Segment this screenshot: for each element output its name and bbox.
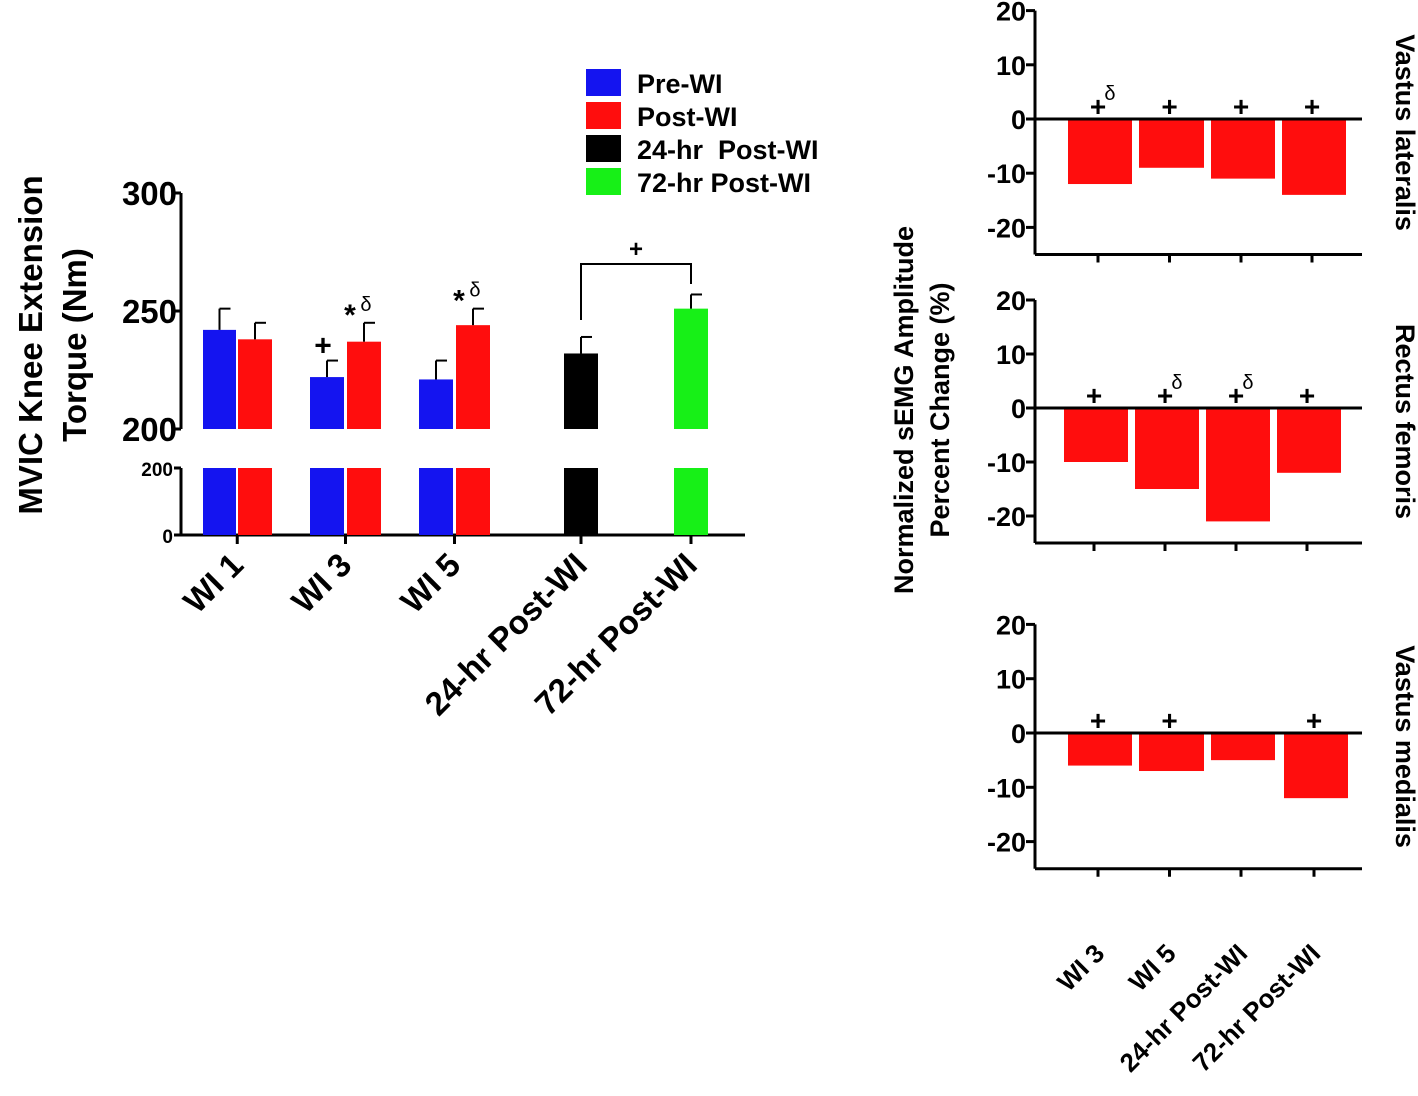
- semg-x-tick-label: WI 5: [1123, 938, 1182, 997]
- semg-bar: [1139, 733, 1204, 772]
- bar-lower: [347, 468, 381, 535]
- y-tick-label: 20: [996, 610, 1026, 640]
- significance-plus: +: [1161, 91, 1177, 122]
- bar-lower: [310, 468, 344, 535]
- significance-plus: +: [314, 330, 332, 363]
- legend-swatch: [586, 168, 621, 195]
- semg-bar: [1068, 733, 1132, 766]
- significance-delta: δ: [469, 280, 480, 302]
- semg-bar: [1282, 119, 1346, 195]
- y-tick-label: -20: [987, 828, 1026, 858]
- legend-label: Pre-WI: [637, 69, 723, 99]
- significance-delta: δ: [360, 294, 371, 316]
- y-tick-label: -10: [987, 773, 1026, 803]
- legend-swatch: [586, 69, 621, 96]
- semg-bar: [1211, 733, 1275, 761]
- semg-bar: [1139, 119, 1204, 168]
- legend-swatch: [586, 102, 621, 129]
- significance-delta: δ: [1242, 372, 1253, 394]
- semg-x-tick-label: 72-hr Post-WI: [1187, 938, 1327, 1078]
- muscle-label: Rectus femoris: [1390, 324, 1418, 519]
- legend-swatch: [586, 135, 621, 162]
- y-tick-label: -20: [987, 502, 1026, 532]
- semg-bar: [1064, 408, 1128, 462]
- y-axis-label-line1: MVIC Knee Extension: [12, 175, 49, 514]
- y-tick-label: 10: [996, 51, 1026, 81]
- semg-panel: 20 10 0 -10 -20 + + + Vastus medialis: [987, 610, 1418, 877]
- lower-y-tick-label: 200: [141, 460, 173, 481]
- significance-star: *: [453, 285, 465, 318]
- semg-bar: [1277, 408, 1341, 473]
- bar-lower: [674, 468, 708, 535]
- bar-upper: [310, 377, 344, 429]
- legend-label: Post-WI: [637, 102, 738, 132]
- y-axis-label-line2: Torque (Nm): [56, 248, 93, 442]
- semg-bar: [1068, 119, 1132, 185]
- legend-label: 24-hr Post-WI: [637, 135, 819, 165]
- bar-upper: [419, 379, 453, 429]
- y-tick-label: -20: [987, 213, 1026, 243]
- bar-lower: [419, 468, 453, 535]
- bar-upper: [674, 308, 708, 429]
- y-tick-label: -10: [987, 448, 1026, 478]
- semg-bar: [1284, 733, 1348, 799]
- significance-delta: δ: [1171, 372, 1182, 394]
- significance-plus: +: [1090, 705, 1106, 736]
- x-tick-label: WI 1: [176, 546, 250, 620]
- y-tick-label: 10: [996, 340, 1026, 370]
- bar-upper: [347, 341, 381, 429]
- y-tick-label: 20: [996, 286, 1026, 316]
- semg-x-tick-label: 24-hr Post-WI: [1114, 938, 1254, 1078]
- significance-plus: +: [1304, 91, 1320, 122]
- semg-bar: [1206, 408, 1270, 522]
- bar-upper: [238, 339, 272, 429]
- lower-y-tick-label: 0: [162, 527, 173, 548]
- semg-y-label-line1: Normalized sEMG Amplitude: [889, 226, 919, 594]
- y-tick-label: 0: [1011, 105, 1026, 135]
- significance-plus: +: [1157, 380, 1173, 411]
- bar-upper: [203, 329, 236, 429]
- y-tick-label: 0: [1011, 394, 1026, 424]
- significance-delta: δ: [1104, 83, 1115, 105]
- y-tick-label: -10: [987, 159, 1026, 189]
- y-tick-label: 20: [996, 0, 1026, 27]
- semg-bar: [1135, 408, 1199, 489]
- semg-x-tick-label: WI 3: [1051, 938, 1110, 997]
- semg-bar: [1211, 119, 1275, 179]
- y-tick-label: 0: [1011, 719, 1026, 749]
- significance-star: *: [344, 299, 356, 332]
- bar-lower: [203, 468, 236, 535]
- significance-plus: +: [1299, 380, 1315, 411]
- bar-lower: [238, 468, 272, 535]
- significance-plus: +: [1228, 380, 1244, 411]
- significance-plus: +: [1086, 380, 1102, 411]
- bracket-label: +: [629, 236, 643, 263]
- bar-upper: [456, 325, 490, 429]
- bar-upper: [564, 353, 598, 429]
- significance-plus: +: [1161, 705, 1177, 736]
- significance-plus: +: [1233, 91, 1249, 122]
- comparison-bracket: [580, 263, 692, 320]
- torque-chart: 300 250 200 200 0 MVIC Knee Extension Torque (…: [12, 69, 819, 722]
- muscle-label: Vastus medialis: [1390, 645, 1418, 848]
- upper-y-tick-label: 250: [122, 293, 177, 330]
- x-tick-label: WI 5: [393, 546, 467, 620]
- y-tick-label: 10: [996, 665, 1026, 695]
- bar-lower: [564, 468, 598, 535]
- upper-y-tick-label: 200: [122, 411, 177, 448]
- semg-y-label-line2: Percent Change (%): [925, 282, 955, 537]
- bar-lower: [456, 468, 490, 535]
- significance-plus: +: [1306, 705, 1322, 736]
- upper-y-tick-label: 300: [122, 175, 177, 212]
- muscle-label: Vastus lateralis: [1390, 34, 1418, 231]
- significance-plus: +: [1090, 91, 1106, 122]
- x-tick-label: WI 3: [284, 546, 358, 620]
- legend-label: 72-hr Post-WI: [637, 168, 811, 198]
